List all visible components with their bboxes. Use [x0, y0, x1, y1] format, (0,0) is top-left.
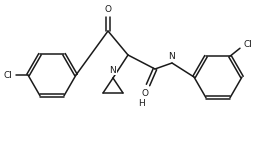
Text: Cl: Cl [244, 40, 252, 49]
Text: Cl: Cl [4, 71, 13, 80]
Text: N: N [110, 65, 116, 75]
Text: O: O [105, 4, 112, 13]
Text: N: N [169, 52, 175, 60]
Text: H: H [139, 99, 145, 108]
Text: O: O [141, 90, 148, 99]
